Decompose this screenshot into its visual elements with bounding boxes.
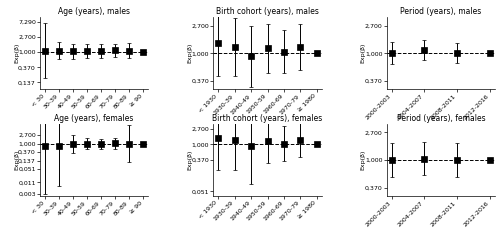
Title: Birth cohort (years), females: Birth cohort (years), females (212, 114, 322, 123)
Title: Age (years), females: Age (years), females (54, 114, 134, 123)
Title: Period (years), males: Period (years), males (400, 7, 481, 16)
Y-axis label: Exp(β): Exp(β) (361, 150, 366, 170)
Title: Age (years), males: Age (years), males (58, 7, 130, 16)
Y-axis label: Exp(β): Exp(β) (14, 43, 19, 63)
Title: Birth cohort (years), males: Birth cohort (years), males (216, 7, 319, 16)
Y-axis label: Exp(β): Exp(β) (361, 43, 366, 63)
Title: Period (years), females: Period (years), females (396, 114, 485, 123)
Y-axis label: Exp(β): Exp(β) (188, 43, 192, 63)
Y-axis label: Exp(β): Exp(β) (14, 150, 19, 170)
Y-axis label: Exp(β): Exp(β) (188, 150, 192, 170)
